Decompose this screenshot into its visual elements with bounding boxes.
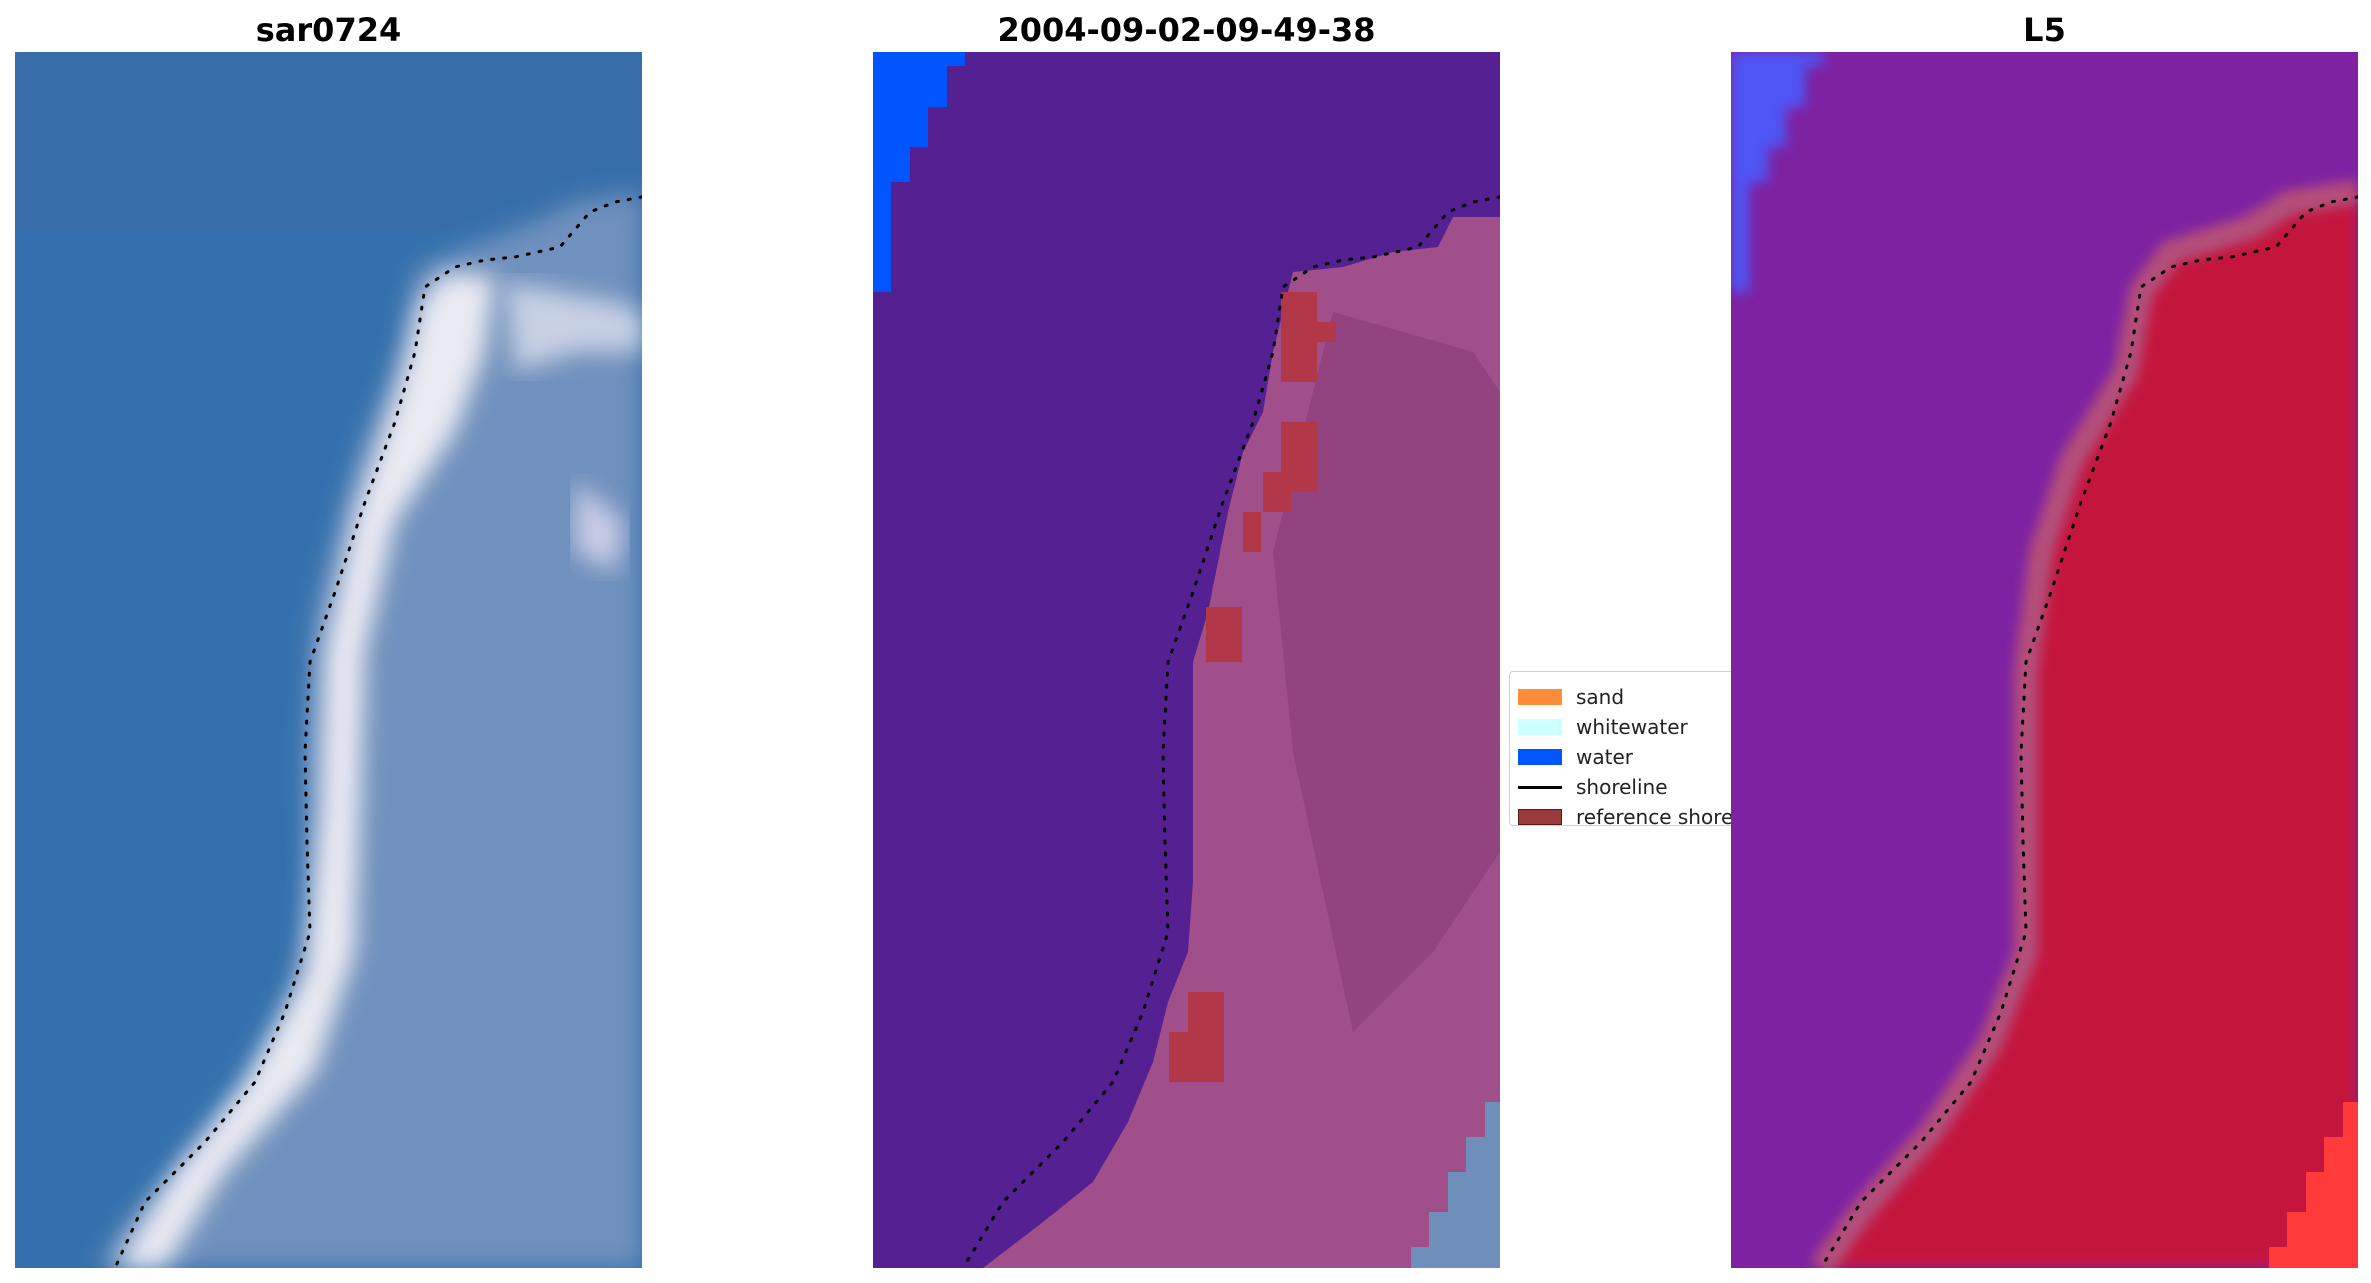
reference-shoreline-swatch (1518, 809, 1562, 825)
legend-label: reference shoreline (1576, 805, 1731, 826)
legend-item-reference-shoreline: reference shoreline (1518, 802, 1731, 826)
panel-title-rgb: sar0724 (255, 11, 402, 49)
water-swatch (1518, 749, 1562, 765)
legend-label: sand (1576, 685, 1625, 709)
whitewater-swatch (1518, 719, 1562, 735)
legend-label: water (1576, 745, 1633, 769)
rgb-image-panel (15, 52, 642, 1268)
shoreline-trace (961, 195, 1500, 1268)
legend-label: whitewater (1576, 715, 1688, 739)
index-image-panel (1731, 52, 2358, 1268)
legend-item-whitewater: whitewater (1518, 712, 1688, 742)
legend-item-shoreline: shoreline (1518, 772, 1668, 802)
water-pixels (873, 52, 965, 292)
legend-item-water: water (1518, 742, 1633, 772)
shoreline-swatch (1518, 785, 1562, 789)
index-image (1731, 52, 2358, 1268)
panel-title-mndwi: L5 (2023, 11, 2066, 49)
sand-swatch (1518, 689, 1562, 705)
classification-panel (873, 52, 1500, 1268)
shoreline-trace (113, 195, 642, 1268)
legend-item-sand: sand (1518, 682, 1624, 712)
rgb-image (15, 52, 642, 1268)
classification-image (873, 52, 1500, 1268)
legend: sand whitewater water shoreline referenc… (1509, 671, 1731, 826)
shoreline-trace (1819, 195, 2358, 1268)
legend-label: shoreline (1576, 775, 1668, 799)
panel-title-classification: 2004-09-02-09-49-38 (997, 11, 1376, 49)
